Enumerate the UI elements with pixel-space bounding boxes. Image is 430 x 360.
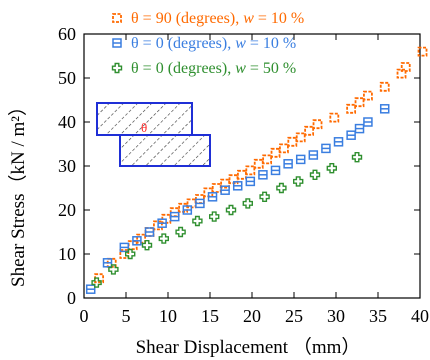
data-point (108, 264, 119, 275)
legend-label-1: θ = 90 (degrees), w = 10 % (131, 10, 304, 27)
data-point (175, 226, 186, 238)
data-point (232, 181, 243, 191)
data-point (295, 132, 306, 143)
data-point (207, 192, 218, 202)
data-point (417, 46, 428, 57)
data-point (144, 227, 155, 237)
data-point (304, 125, 315, 136)
x-tick-label: 15 (201, 306, 219, 326)
data-point (242, 198, 253, 209)
legend-marker-3 (111, 62, 123, 74)
data-point (346, 103, 357, 114)
data-point (329, 112, 340, 123)
data-point (259, 191, 270, 202)
data-point (262, 154, 273, 165)
data-point (321, 143, 331, 154)
x-tick-label: 25 (285, 306, 303, 326)
data-point (125, 248, 136, 260)
data-point (396, 68, 407, 79)
data-points (85, 46, 428, 294)
data-point (119, 249, 130, 259)
data-point (153, 220, 163, 231)
data-point (346, 130, 356, 140)
data-point (195, 198, 205, 209)
y-tick-label: 40 (58, 112, 76, 132)
data-point (245, 176, 256, 187)
data-point (132, 236, 142, 246)
data-point (141, 240, 153, 251)
data-point (354, 123, 365, 134)
data-point (283, 159, 293, 169)
data-point (379, 104, 390, 114)
data-point (258, 170, 268, 180)
series-2 (85, 104, 390, 294)
data-point (182, 205, 193, 215)
y-tick-label: 0 (67, 288, 76, 308)
data-point (85, 284, 96, 294)
x-axis-title: Shear Displacement （mm） (136, 336, 361, 358)
y-axis-title: Shear Stress（kN / m²） (7, 97, 29, 287)
data-point (211, 183, 222, 193)
data-point (119, 242, 130, 253)
data-point (363, 117, 373, 127)
data-point (276, 182, 287, 194)
data-point (351, 152, 363, 163)
data-point (237, 169, 247, 180)
legend-marker-1 (112, 13, 122, 23)
data-point (192, 215, 203, 227)
x-tick-label: 0 (80, 306, 89, 326)
series-3 (91, 152, 363, 288)
x-tick-label: 10 (159, 306, 177, 326)
data-point (287, 136, 298, 147)
data-point (333, 137, 344, 147)
data-point (158, 233, 169, 244)
data-point (270, 165, 281, 176)
data-point (91, 277, 102, 288)
legend-marker-2 (112, 38, 122, 48)
data-point (279, 143, 289, 154)
data-point (220, 185, 230, 195)
data-point (293, 176, 304, 187)
y-tick-label: 20 (58, 200, 76, 220)
data-point (308, 150, 319, 160)
inset-lower-box (119, 134, 211, 167)
data-point (379, 81, 390, 92)
data-point (169, 211, 180, 222)
x-tick-label: 40 (411, 306, 429, 326)
data-point (309, 169, 321, 180)
data-point (354, 97, 365, 108)
axes: 0 5 10 15 20 25 30 35 40 0 10 20 30 40 50 60 (58, 24, 429, 326)
data-point (157, 218, 167, 228)
data-point (245, 165, 256, 176)
x-tick-label: 30 (327, 306, 345, 326)
data-point (400, 62, 411, 72)
y-tick-label: 10 (58, 244, 76, 264)
data-point (253, 158, 264, 169)
legend-label-3: θ = 0 (degrees), w = 50 % (131, 60, 296, 77)
data-point (102, 258, 113, 268)
data-point (225, 204, 237, 216)
data-point (363, 90, 373, 101)
inset-diagram: θ (96, 102, 211, 167)
data-point (270, 147, 281, 158)
y-tick-label: 60 (58, 24, 76, 44)
data-point (295, 154, 306, 165)
data-point (326, 163, 337, 174)
x-tick-label: 5 (122, 306, 131, 326)
data-point (312, 119, 323, 130)
y-tick-label: 30 (58, 156, 76, 176)
x-tick-label: 20 (243, 306, 261, 326)
legend-label-2: θ = 0 (degrees), w = 10 % (131, 35, 296, 52)
data-point (209, 211, 220, 222)
legend: θ = 90 (degrees), w = 10 % θ = 0 (degrees… (111, 10, 304, 77)
x-tick-label: 35 (369, 306, 387, 326)
inset-theta-label: θ (141, 120, 147, 135)
y-tick-label: 50 (58, 68, 76, 88)
